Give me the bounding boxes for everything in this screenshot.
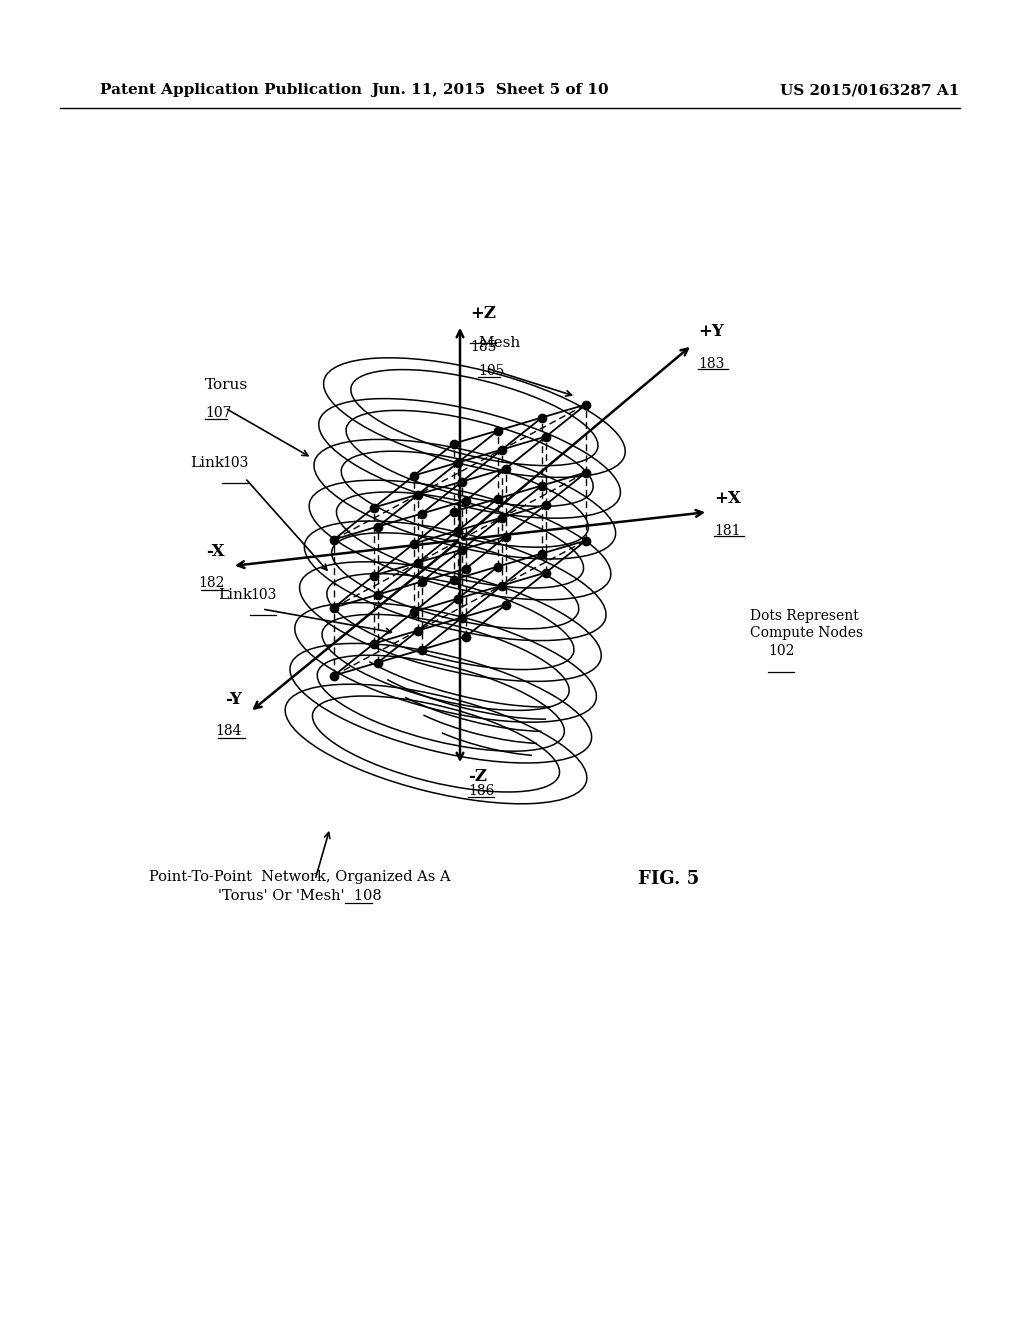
Text: +Y: +Y [698,323,724,341]
Text: Dots Represent: Dots Represent [750,609,859,623]
Text: 103: 103 [250,587,276,602]
Text: -X: -X [207,543,225,560]
Text: 185: 185 [470,341,497,354]
Text: 181: 181 [714,524,740,539]
Text: FIG. 5: FIG. 5 [638,870,699,888]
Text: 'Torus' Or 'Mesh'  108: 'Torus' Or 'Mesh' 108 [218,888,382,903]
Text: 103: 103 [222,455,249,470]
Text: Point-To-Point  Network, Organized As A: Point-To-Point Network, Organized As A [150,870,451,884]
Text: Compute Nodes: Compute Nodes [750,626,863,640]
Text: +X: +X [714,490,741,507]
Text: US 2015/0163287 A1: US 2015/0163287 A1 [780,83,959,96]
Text: +Z: +Z [470,305,496,322]
Text: -Z: -Z [468,768,487,785]
Text: Torus: Torus [205,378,248,392]
Text: Patent Application Publication: Patent Application Publication [100,83,362,96]
Text: -Y: -Y [225,690,242,708]
Text: Link: Link [190,455,224,470]
Text: 186: 186 [468,784,495,799]
Text: 102: 102 [768,644,795,657]
Text: Link: Link [218,587,252,602]
Text: 105: 105 [478,364,505,378]
Text: 107: 107 [205,407,231,420]
Text: Jun. 11, 2015  Sheet 5 of 10: Jun. 11, 2015 Sheet 5 of 10 [371,83,609,96]
Text: 183: 183 [698,356,724,371]
Text: 182: 182 [199,576,225,590]
Text: Mesh: Mesh [478,337,520,350]
Text: 184: 184 [215,723,242,738]
